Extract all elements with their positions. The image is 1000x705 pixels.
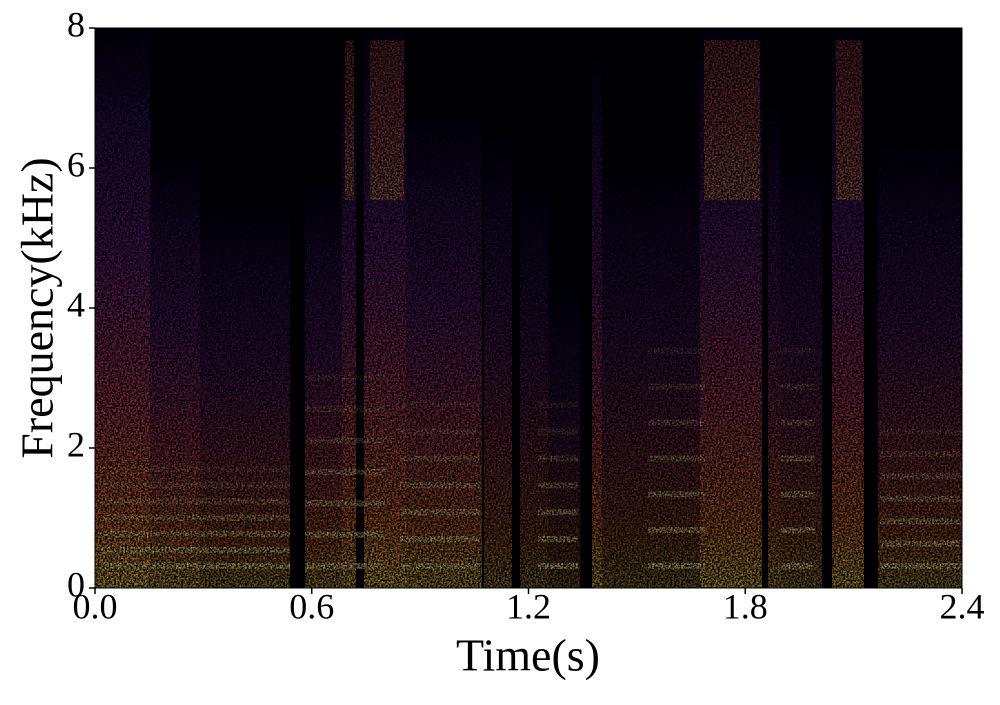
x-tick-label: 2.4 — [940, 586, 985, 626]
harmonic — [100, 563, 290, 569]
spectral-highlight — [836, 40, 862, 200]
spectral-highlight — [370, 40, 404, 200]
harmonic — [400, 428, 480, 435]
harmonic — [100, 482, 290, 489]
spectral-band — [768, 108, 780, 588]
spectral-band — [406, 118, 482, 588]
harmonic — [400, 455, 480, 462]
harmonic — [880, 518, 962, 525]
harmonic — [100, 498, 290, 505]
harmonic — [880, 563, 962, 569]
spectrogram-image — [95, 28, 962, 588]
harmonic — [305, 468, 385, 475]
harmonic — [400, 536, 480, 543]
harmonic — [648, 347, 705, 354]
harmonic — [780, 347, 815, 354]
harmonic — [100, 546, 290, 553]
harmonic — [305, 437, 385, 444]
x-tick-label: 0.6 — [289, 586, 334, 626]
spectral-band — [200, 208, 290, 588]
x-axis-label: Time(s) — [456, 630, 600, 681]
harmonic — [100, 466, 290, 473]
y-axis-label: Frequency(kHz) — [12, 157, 63, 458]
x-tick-label: 1.2 — [506, 586, 551, 626]
harmonic — [780, 383, 815, 390]
harmonic — [538, 482, 578, 489]
harmonic — [780, 563, 815, 569]
spectral-band — [592, 58, 602, 588]
spectral-band — [95, 28, 150, 588]
harmonic — [780, 419, 815, 426]
spectral-band — [150, 158, 200, 588]
y-tick-label: 2 — [67, 424, 85, 464]
harmonic — [648, 563, 705, 569]
spectral-band — [548, 288, 580, 588]
harmonic — [880, 495, 962, 502]
plot-frame — [94, 27, 963, 589]
spectral-band — [602, 168, 700, 588]
harmonic — [648, 527, 705, 534]
x-tick-label: 0.0 — [73, 586, 118, 626]
harmonic — [780, 455, 815, 462]
spectral-band — [305, 188, 342, 588]
harmonic — [538, 509, 578, 516]
harmonic — [305, 406, 385, 413]
spectral-band — [484, 138, 512, 588]
harmonic — [100, 530, 290, 537]
harmonic — [648, 383, 705, 390]
harmonic — [880, 451, 962, 457]
y-tick-label: 8 — [67, 4, 85, 44]
spectral-highlight — [345, 40, 354, 200]
harmonic — [100, 514, 290, 521]
spectral-highlight — [704, 40, 760, 200]
spectral-band — [780, 158, 822, 588]
harmonic — [648, 455, 705, 462]
x-tick-label: 1.8 — [723, 586, 768, 626]
harmonic — [538, 563, 578, 569]
harmonic — [880, 473, 962, 480]
harmonic — [400, 563, 480, 569]
harmonic — [305, 531, 385, 538]
y-tick-label: 4 — [67, 284, 85, 324]
spectral-band — [878, 148, 962, 588]
y-tick-label: 6 — [67, 144, 85, 184]
spectral-band — [520, 188, 548, 588]
harmonic — [880, 540, 962, 547]
harmonic — [648, 491, 705, 498]
harmonic — [305, 500, 385, 507]
harmonic — [538, 428, 578, 435]
harmonic — [648, 419, 705, 426]
harmonic — [400, 401, 480, 408]
harmonic — [538, 536, 578, 543]
harmonic — [400, 509, 480, 516]
harmonic — [538, 401, 578, 408]
harmonic — [400, 482, 480, 489]
harmonic — [305, 374, 385, 381]
harmonic — [538, 455, 578, 462]
harmonic — [305, 563, 385, 569]
harmonic — [780, 491, 815, 498]
harmonic — [780, 527, 815, 534]
harmonic — [880, 428, 962, 435]
y-tick-label: 0 — [67, 564, 85, 604]
